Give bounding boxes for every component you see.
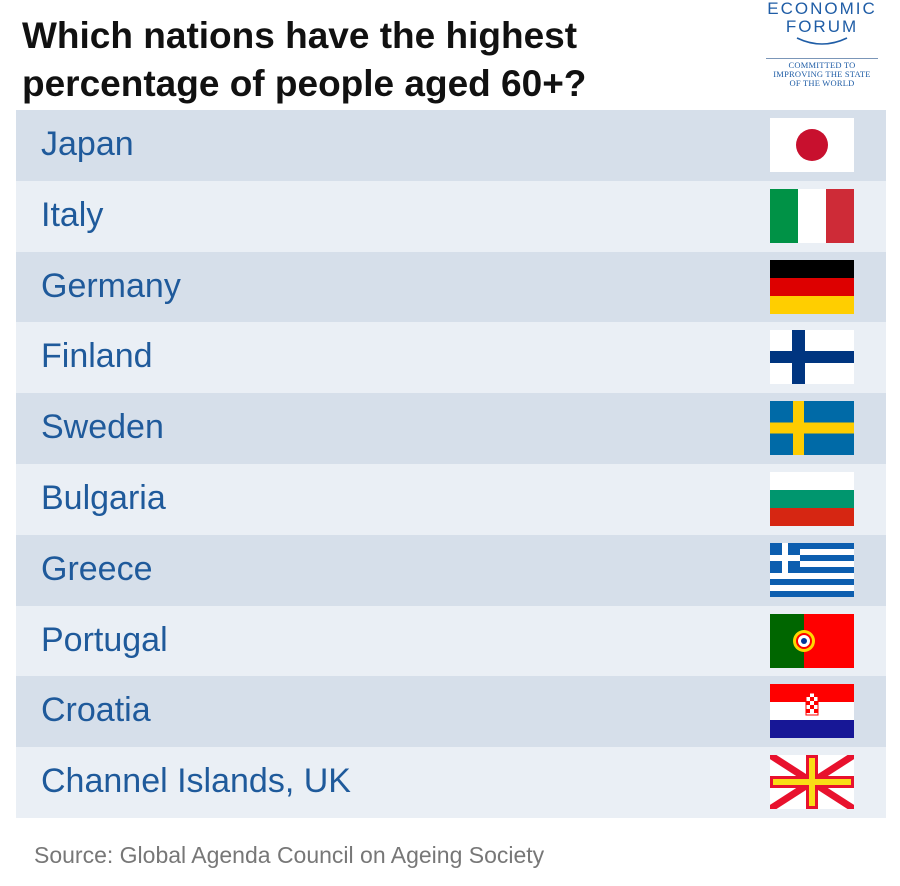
country-name-germany: Germany	[41, 266, 181, 305]
logo-divider	[766, 58, 878, 59]
greece-flag-icon	[770, 542, 854, 597]
sweden-flag-icon	[770, 401, 854, 456]
table-row: Channel Islands, UK	[16, 747, 886, 818]
table-row: Finland	[16, 322, 886, 394]
wef-logo: ECONOMIC FORUM COMMITTED TO IMPROVING TH…	[758, 0, 886, 106]
country-name-greece: Greece	[41, 549, 153, 588]
country-table: Japan Italy Germany Finland Sweden Bulgaria Gr…	[16, 110, 886, 818]
chart-title: Which nations have the highest percentag…	[22, 12, 722, 108]
table-row: Croatia	[16, 676, 886, 748]
croatia-flag-icon	[770, 684, 854, 739]
country-name-bulgaria: Bulgaria	[41, 478, 166, 517]
table-row: Bulgaria	[16, 463, 886, 535]
italy-flag-icon	[770, 188, 854, 243]
portugal-flag-icon	[770, 613, 854, 668]
logo-arc-icon	[796, 37, 848, 45]
title-line-1: Which nations have the highest	[22, 15, 578, 56]
finland-flag-icon	[770, 330, 854, 385]
table-row: Italy	[16, 180, 886, 252]
country-name-italy: Italy	[41, 195, 104, 234]
title-line-2: percentage of people aged 60+?	[22, 63, 587, 104]
table-row: Germany	[16, 251, 886, 323]
source-note: Source: Global Agenda Council on Ageing …	[34, 842, 545, 868]
logo-line-1: ECONOMIC	[767, 0, 877, 18]
country-name-portugal: Portugal	[41, 620, 168, 659]
germany-flag-icon	[770, 259, 854, 314]
table-row: Portugal	[16, 605, 886, 677]
logo-tagline-3: OF THE WORLD	[789, 78, 855, 88]
bulgaria-flag-icon	[770, 471, 854, 526]
table-row: Sweden	[16, 393, 886, 464]
logo-tagline-2: IMPROVING THE STATE	[773, 69, 871, 79]
country-name-channel-islands-uk: Channel Islands, UK	[41, 762, 351, 801]
country-name-sweden: Sweden	[41, 408, 164, 447]
country-name-japan: Japan	[41, 125, 134, 163]
country-name-croatia: Croatia	[41, 691, 151, 730]
logo-tagline-1: COMMITTED TO	[788, 60, 856, 70]
logo-line-2: FORUM	[785, 17, 859, 36]
channel-islands-flag-icon	[770, 755, 854, 810]
country-name-finland: Finland	[41, 337, 153, 376]
table-row: Japan	[16, 110, 886, 181]
table-row: Greece	[16, 534, 886, 606]
japan-flag-icon	[770, 118, 854, 172]
